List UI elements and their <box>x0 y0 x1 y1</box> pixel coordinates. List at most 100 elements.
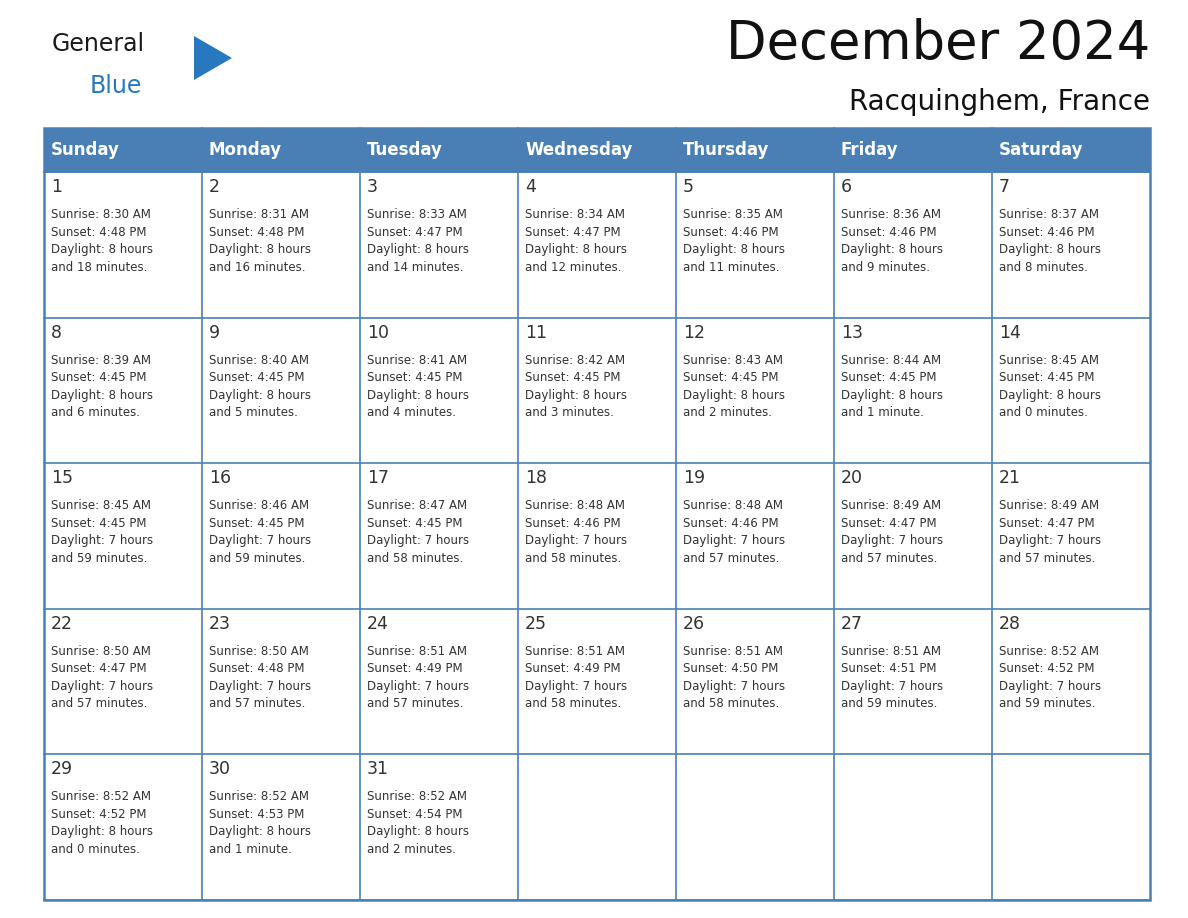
Bar <box>202 128 360 172</box>
Text: Sunset: 4:45 PM: Sunset: 4:45 PM <box>209 517 304 530</box>
Text: Sunset: 4:54 PM: Sunset: 4:54 PM <box>367 808 462 821</box>
Text: Sunrise: 8:31 AM: Sunrise: 8:31 AM <box>209 208 309 221</box>
Text: Sunset: 4:53 PM: Sunset: 4:53 PM <box>209 808 304 821</box>
Bar <box>360 318 518 464</box>
Text: and 4 minutes.: and 4 minutes. <box>367 406 456 420</box>
Text: Sunrise: 8:52 AM: Sunrise: 8:52 AM <box>51 790 151 803</box>
Bar <box>676 609 834 755</box>
Text: Daylight: 8 hours: Daylight: 8 hours <box>51 825 153 838</box>
Bar <box>202 609 360 755</box>
Text: 14: 14 <box>999 324 1020 341</box>
Text: Sunset: 4:49 PM: Sunset: 4:49 PM <box>367 662 462 676</box>
Text: Daylight: 7 hours: Daylight: 7 hours <box>51 534 153 547</box>
Text: Sunrise: 8:46 AM: Sunrise: 8:46 AM <box>209 499 309 512</box>
Text: Daylight: 8 hours: Daylight: 8 hours <box>367 243 469 256</box>
Bar <box>360 172 518 318</box>
Text: Sunrise: 8:45 AM: Sunrise: 8:45 AM <box>999 353 1099 366</box>
Text: 26: 26 <box>683 615 706 633</box>
Text: Daylight: 8 hours: Daylight: 8 hours <box>999 243 1101 256</box>
Text: Sunrise: 8:35 AM: Sunrise: 8:35 AM <box>683 208 783 221</box>
Text: Sunset: 4:46 PM: Sunset: 4:46 PM <box>683 517 778 530</box>
Text: Daylight: 7 hours: Daylight: 7 hours <box>683 680 785 693</box>
Bar <box>360 464 518 609</box>
Text: Sunrise: 8:52 AM: Sunrise: 8:52 AM <box>209 790 309 803</box>
Text: Daylight: 8 hours: Daylight: 8 hours <box>51 388 153 401</box>
Bar <box>992 128 1150 172</box>
Text: 17: 17 <box>367 469 388 487</box>
Text: Sunrise: 8:36 AM: Sunrise: 8:36 AM <box>841 208 941 221</box>
Text: Sunrise: 8:52 AM: Sunrise: 8:52 AM <box>999 644 1099 658</box>
Text: Daylight: 7 hours: Daylight: 7 hours <box>525 680 627 693</box>
Text: and 57 minutes.: and 57 minutes. <box>367 698 463 711</box>
Text: 13: 13 <box>841 324 862 341</box>
Text: Sunset: 4:49 PM: Sunset: 4:49 PM <box>525 662 620 676</box>
Text: Sunrise: 8:41 AM: Sunrise: 8:41 AM <box>367 353 467 366</box>
Bar <box>44 464 202 609</box>
Text: Sunset: 4:48 PM: Sunset: 4:48 PM <box>209 226 304 239</box>
Bar <box>834 318 992 464</box>
Text: and 1 minute.: and 1 minute. <box>209 843 292 856</box>
Text: Daylight: 8 hours: Daylight: 8 hours <box>525 243 627 256</box>
Bar <box>44 128 1150 900</box>
Bar <box>518 128 676 172</box>
Text: and 16 minutes.: and 16 minutes. <box>209 261 305 274</box>
Text: Sunrise: 8:42 AM: Sunrise: 8:42 AM <box>525 353 625 366</box>
Text: and 0 minutes.: and 0 minutes. <box>999 406 1088 420</box>
Text: 25: 25 <box>525 615 546 633</box>
Text: 28: 28 <box>999 615 1020 633</box>
Bar <box>834 464 992 609</box>
Text: Daylight: 7 hours: Daylight: 7 hours <box>999 680 1101 693</box>
Text: Sunrise: 8:43 AM: Sunrise: 8:43 AM <box>683 353 783 366</box>
Text: Racquinghem, France: Racquinghem, France <box>849 88 1150 116</box>
Text: Daylight: 8 hours: Daylight: 8 hours <box>209 243 311 256</box>
Text: Daylight: 7 hours: Daylight: 7 hours <box>209 680 311 693</box>
Text: and 57 minutes.: and 57 minutes. <box>209 698 305 711</box>
Text: Sunset: 4:45 PM: Sunset: 4:45 PM <box>999 371 1094 384</box>
Text: 11: 11 <box>525 324 546 341</box>
Text: and 3 minutes.: and 3 minutes. <box>525 406 614 420</box>
Text: Daylight: 7 hours: Daylight: 7 hours <box>367 534 469 547</box>
Text: Daylight: 8 hours: Daylight: 8 hours <box>683 243 785 256</box>
Text: and 11 minutes.: and 11 minutes. <box>683 261 779 274</box>
Text: Sunrise: 8:40 AM: Sunrise: 8:40 AM <box>209 353 309 366</box>
Bar <box>202 172 360 318</box>
Text: Daylight: 8 hours: Daylight: 8 hours <box>841 243 943 256</box>
Text: Daylight: 8 hours: Daylight: 8 hours <box>367 825 469 838</box>
Text: Sunset: 4:45 PM: Sunset: 4:45 PM <box>51 517 146 530</box>
Bar <box>676 128 834 172</box>
Text: Sunrise: 8:33 AM: Sunrise: 8:33 AM <box>367 208 467 221</box>
Text: Daylight: 7 hours: Daylight: 7 hours <box>999 534 1101 547</box>
Bar <box>676 464 834 609</box>
Text: Daylight: 8 hours: Daylight: 8 hours <box>999 388 1101 401</box>
Text: and 57 minutes.: and 57 minutes. <box>683 552 779 565</box>
Text: 6: 6 <box>841 178 852 196</box>
Text: December 2024: December 2024 <box>726 18 1150 70</box>
Text: Sunrise: 8:47 AM: Sunrise: 8:47 AM <box>367 499 467 512</box>
Bar <box>360 128 518 172</box>
Text: Sunrise: 8:50 AM: Sunrise: 8:50 AM <box>209 644 309 658</box>
Bar <box>44 128 202 172</box>
Text: and 1 minute.: and 1 minute. <box>841 406 924 420</box>
Bar <box>676 172 834 318</box>
Text: Sunset: 4:46 PM: Sunset: 4:46 PM <box>841 226 936 239</box>
Bar <box>44 755 202 900</box>
Text: Daylight: 8 hours: Daylight: 8 hours <box>209 388 311 401</box>
Text: Sunset: 4:45 PM: Sunset: 4:45 PM <box>367 371 462 384</box>
Text: 21: 21 <box>999 469 1020 487</box>
Text: and 59 minutes.: and 59 minutes. <box>51 552 147 565</box>
Text: 7: 7 <box>999 178 1010 196</box>
Text: Sunset: 4:45 PM: Sunset: 4:45 PM <box>525 371 620 384</box>
Text: Sunrise: 8:51 AM: Sunrise: 8:51 AM <box>841 644 941 658</box>
Text: 22: 22 <box>51 615 72 633</box>
Text: and 8 minutes.: and 8 minutes. <box>999 261 1088 274</box>
Text: Sunset: 4:51 PM: Sunset: 4:51 PM <box>841 662 936 676</box>
Text: Daylight: 7 hours: Daylight: 7 hours <box>525 534 627 547</box>
Text: 12: 12 <box>683 324 704 341</box>
Text: Blue: Blue <box>90 74 143 98</box>
Text: Saturday: Saturday <box>999 141 1083 159</box>
Text: and 59 minutes.: and 59 minutes. <box>999 698 1095 711</box>
Text: 15: 15 <box>51 469 72 487</box>
Text: and 5 minutes.: and 5 minutes. <box>209 406 298 420</box>
Text: Daylight: 7 hours: Daylight: 7 hours <box>841 534 943 547</box>
Bar <box>834 755 992 900</box>
